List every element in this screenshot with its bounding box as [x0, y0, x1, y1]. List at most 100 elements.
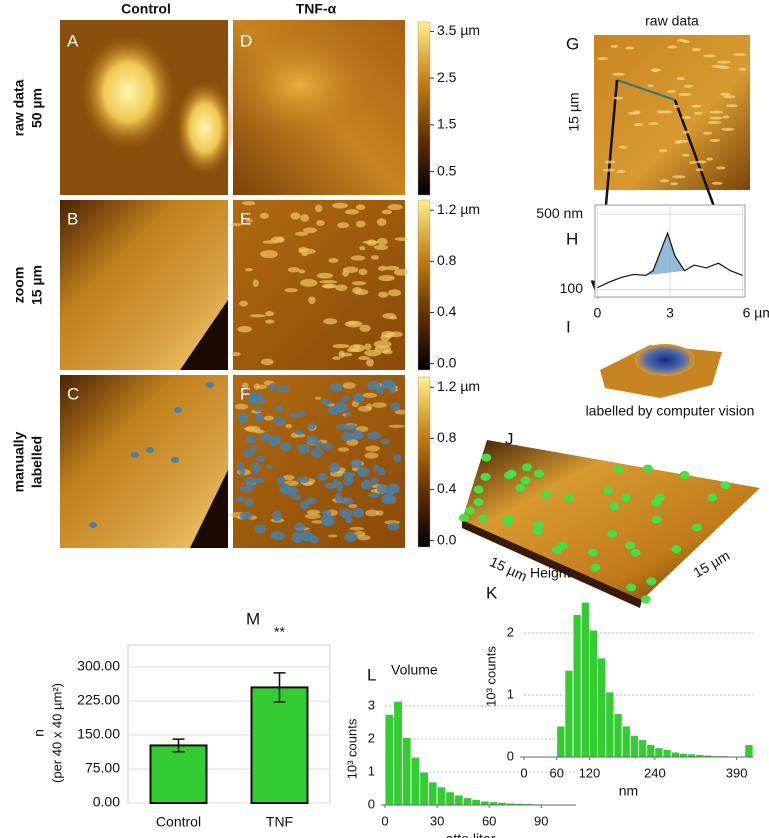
error-bar [172, 738, 185, 753]
detected-feature [607, 529, 618, 538]
texture [314, 396, 322, 400]
texture [706, 157, 713, 161]
histogram-bar [678, 752, 688, 758]
colorbar-tick-label: 0.0 [437, 531, 457, 547]
labelled-region [266, 464, 274, 470]
histogram-bar [654, 747, 664, 758]
x-tick-label: 6 µm [743, 305, 769, 321]
texture [346, 348, 356, 353]
texture [378, 274, 395, 282]
detected-feature [679, 470, 690, 479]
labelled-region [356, 466, 370, 478]
texture [711, 64, 725, 68]
texture [319, 280, 338, 284]
detected-feature [671, 545, 682, 554]
histogram-bar [471, 799, 481, 806]
texture [602, 168, 616, 172]
scale-label: 15 µm [566, 92, 582, 131]
labelled-region [373, 464, 380, 472]
texture [633, 122, 644, 126]
afm-images [60, 20, 760, 608]
detected-feature [458, 513, 469, 522]
labelled-region [387, 483, 400, 494]
texture [377, 237, 388, 246]
y-axis-label: 10³ counts [483, 646, 498, 707]
texture [393, 268, 409, 276]
texture [342, 266, 359, 273]
histogram-bar [556, 725, 566, 758]
detected-feature [541, 490, 552, 499]
panel-letter: K [486, 583, 498, 602]
labelled-region [342, 395, 350, 402]
labelled-region [387, 522, 400, 531]
texture [300, 214, 310, 222]
shadow [190, 470, 228, 548]
cell [175, 80, 235, 176]
y-axis-label: 10³ counts [344, 718, 359, 779]
labelled-region [288, 412, 301, 418]
texture [308, 296, 316, 305]
row-label: 15 µm [29, 265, 45, 305]
texture [231, 351, 241, 357]
texture [375, 510, 384, 516]
texture [676, 77, 686, 81]
labelled-region [294, 522, 306, 532]
labelled-region [336, 423, 350, 430]
texture [682, 40, 690, 44]
detected-feature [522, 463, 533, 472]
histogram-bar [393, 700, 403, 806]
texture [244, 268, 253, 272]
histogram-bar [589, 629, 599, 758]
labelled-region [366, 380, 380, 390]
cell [220, 25, 380, 145]
detected-feature [646, 577, 657, 586]
labelled-region [239, 467, 246, 476]
histogram-bar [428, 781, 438, 806]
texture [259, 212, 269, 219]
labelled-region [255, 456, 266, 462]
labelled-region [376, 386, 385, 395]
detected-feature [613, 465, 624, 474]
detected-feature [692, 523, 703, 532]
histogram-bar [419, 771, 429, 806]
texture [344, 209, 359, 215]
x-tick-label: 60 [549, 765, 563, 780]
labelled-region [300, 530, 314, 542]
texture [328, 258, 339, 263]
labelled-region [339, 508, 353, 519]
y-tick-label: 3 [368, 698, 375, 713]
texture [632, 110, 641, 114]
texture [703, 131, 713, 135]
labelled-region [248, 392, 259, 403]
texture [604, 160, 616, 164]
texture [299, 278, 318, 287]
texture [234, 403, 249, 410]
texture [647, 84, 654, 88]
texture [264, 319, 275, 324]
detected-feature [563, 494, 574, 503]
histogram-bar [638, 739, 648, 758]
labelled-region [238, 412, 249, 424]
detected-feature [533, 520, 544, 529]
texture [389, 315, 398, 320]
labelled-region [235, 496, 245, 503]
texture [378, 265, 387, 271]
histogram-bar [646, 744, 656, 758]
histogram-bar [605, 691, 615, 758]
detected-feature [624, 541, 635, 550]
texture [709, 110, 724, 114]
labelled-region [307, 422, 316, 430]
labelled-region [276, 384, 290, 393]
labelled-region [328, 462, 341, 473]
detected-feature [630, 548, 641, 557]
texture [693, 111, 703, 115]
row-label: raw data [11, 79, 27, 136]
texture [303, 227, 318, 234]
x-tick-label: 60 [482, 813, 496, 828]
annotation: ** [274, 624, 285, 640]
colorbar-tick-label: 0.4 [437, 480, 457, 496]
y-tick-label: 0.00 [93, 794, 120, 810]
x-tick-label: 3 [666, 305, 674, 321]
labelled-region [305, 435, 319, 445]
texture [298, 246, 309, 253]
